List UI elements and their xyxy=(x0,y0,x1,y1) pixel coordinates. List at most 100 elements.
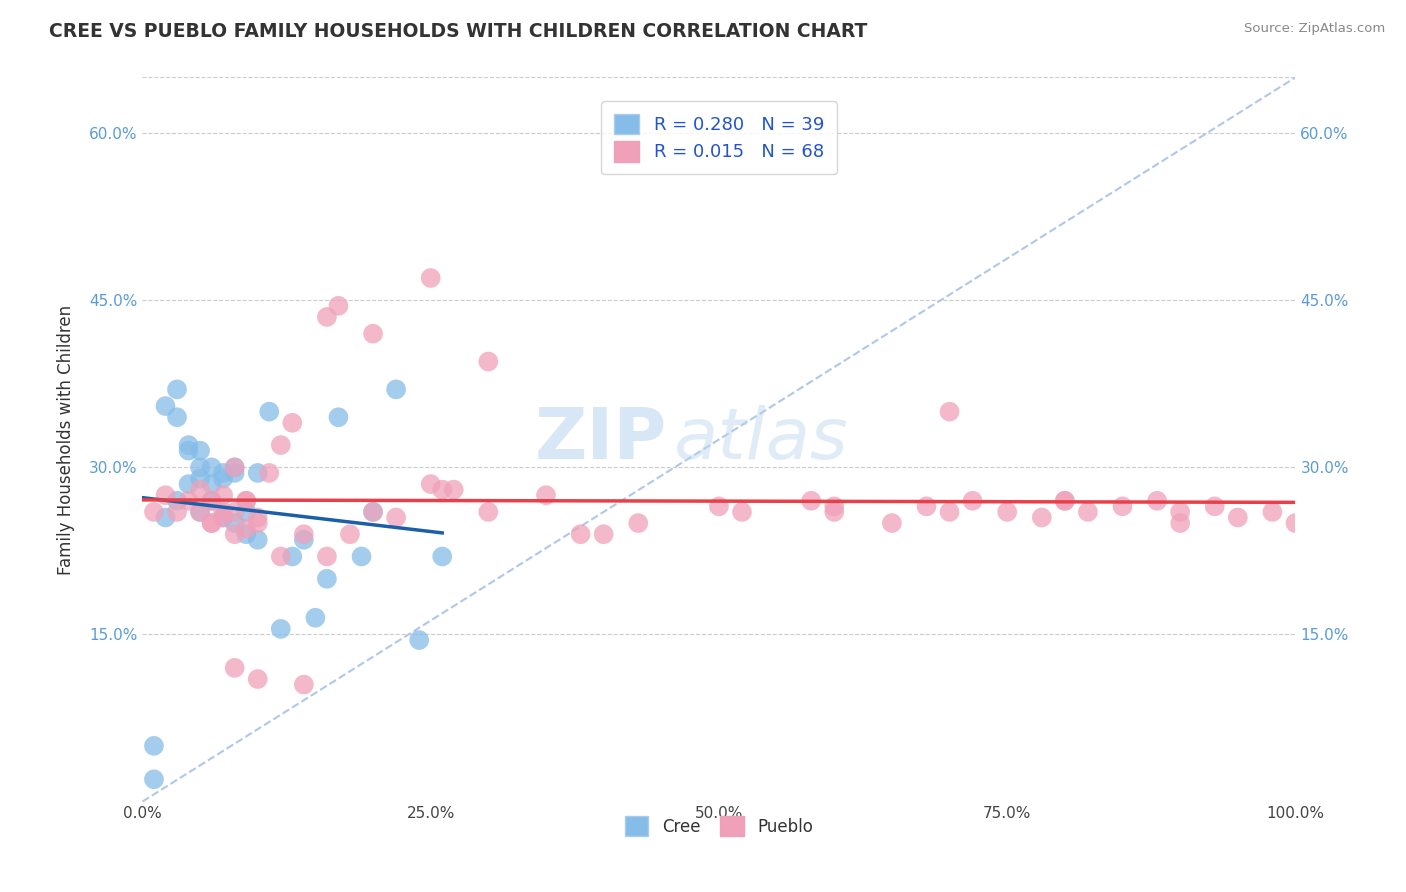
Point xyxy=(155,510,177,524)
Point xyxy=(1053,493,1076,508)
Point xyxy=(177,438,200,452)
Point xyxy=(188,483,211,497)
Point xyxy=(143,739,166,753)
Point xyxy=(270,549,292,564)
Point xyxy=(432,483,454,497)
Point xyxy=(270,438,292,452)
Point xyxy=(328,299,350,313)
Point xyxy=(443,483,465,497)
Point xyxy=(235,527,257,541)
Point xyxy=(224,460,246,475)
Point xyxy=(212,488,235,502)
Point xyxy=(1077,505,1099,519)
Point xyxy=(281,416,304,430)
Point xyxy=(246,466,269,480)
Point xyxy=(212,466,235,480)
Point xyxy=(235,522,257,536)
Point xyxy=(292,527,315,541)
Point xyxy=(235,493,257,508)
Point xyxy=(177,493,200,508)
Point xyxy=(212,510,235,524)
Point xyxy=(1111,500,1133,514)
Point xyxy=(1031,510,1053,524)
Point xyxy=(592,527,614,541)
Point xyxy=(212,510,235,524)
Text: CREE VS PUEBLO FAMILY HOUSEHOLDS WITH CHILDREN CORRELATION CHART: CREE VS PUEBLO FAMILY HOUSEHOLDS WITH CH… xyxy=(49,22,868,41)
Point xyxy=(235,505,257,519)
Point xyxy=(1168,516,1191,530)
Point xyxy=(569,527,592,541)
Point xyxy=(419,477,441,491)
Point xyxy=(915,500,938,514)
Y-axis label: Family Households with Children: Family Households with Children xyxy=(58,304,75,574)
Point xyxy=(316,572,339,586)
Point xyxy=(212,505,235,519)
Point xyxy=(281,549,304,564)
Point xyxy=(419,271,441,285)
Point xyxy=(235,493,257,508)
Point xyxy=(800,493,823,508)
Point xyxy=(201,516,224,530)
Point xyxy=(292,533,315,547)
Point xyxy=(385,510,408,524)
Point xyxy=(224,466,246,480)
Point xyxy=(166,383,188,397)
Point xyxy=(246,510,269,524)
Point xyxy=(246,516,269,530)
Point xyxy=(259,404,281,418)
Point xyxy=(328,410,350,425)
Point xyxy=(166,505,188,519)
Point xyxy=(155,488,177,502)
Point xyxy=(212,471,235,485)
Point xyxy=(1261,505,1284,519)
Point xyxy=(224,516,246,530)
Point xyxy=(292,677,315,691)
Point xyxy=(224,505,246,519)
Point xyxy=(166,410,188,425)
Point xyxy=(823,505,845,519)
Point xyxy=(188,471,211,485)
Point xyxy=(339,527,361,541)
Point xyxy=(201,493,224,508)
Point xyxy=(385,383,408,397)
Text: Source: ZipAtlas.com: Source: ZipAtlas.com xyxy=(1244,22,1385,36)
Point xyxy=(201,493,224,508)
Point xyxy=(707,500,730,514)
Point xyxy=(1204,500,1226,514)
Point xyxy=(188,460,211,475)
Point xyxy=(201,460,224,475)
Point xyxy=(259,466,281,480)
Point xyxy=(361,326,384,341)
Point xyxy=(177,477,200,491)
Point xyxy=(1146,493,1168,508)
Point xyxy=(155,399,177,413)
Point xyxy=(627,516,650,530)
Point xyxy=(823,500,845,514)
Point xyxy=(432,549,454,564)
Point xyxy=(166,493,188,508)
Text: atlas: atlas xyxy=(673,405,848,474)
Point xyxy=(361,505,384,519)
Point xyxy=(477,354,499,368)
Text: ZIP: ZIP xyxy=(534,405,666,474)
Point xyxy=(224,661,246,675)
Point xyxy=(270,622,292,636)
Point xyxy=(143,772,166,787)
Point xyxy=(188,505,211,519)
Point xyxy=(1053,493,1076,508)
Legend: Cree, Pueblo: Cree, Pueblo xyxy=(617,808,821,844)
Point xyxy=(201,477,224,491)
Point xyxy=(938,404,960,418)
Point xyxy=(177,443,200,458)
Point xyxy=(1168,505,1191,519)
Point xyxy=(224,527,246,541)
Point xyxy=(995,505,1018,519)
Point xyxy=(880,516,903,530)
Point xyxy=(1226,510,1249,524)
Point xyxy=(316,549,339,564)
Point xyxy=(246,533,269,547)
Point xyxy=(350,549,373,564)
Point xyxy=(246,672,269,686)
Point xyxy=(731,505,754,519)
Point xyxy=(1284,516,1306,530)
